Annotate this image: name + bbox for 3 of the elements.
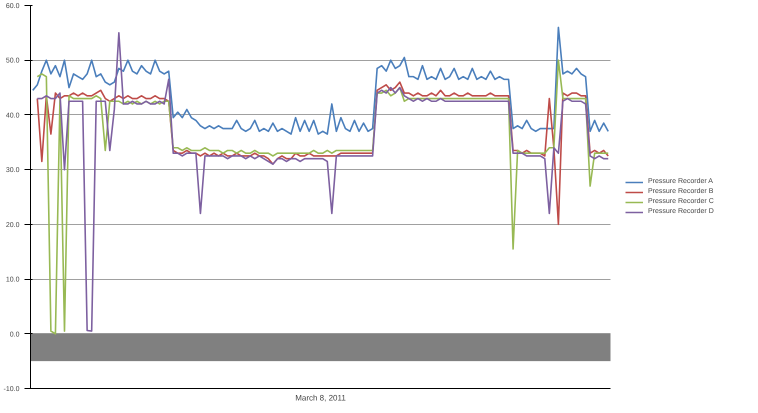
x-axis-title: March 8, 2011	[295, 394, 346, 402]
line-series	[32, 26, 610, 135]
line-series	[36, 81, 610, 226]
